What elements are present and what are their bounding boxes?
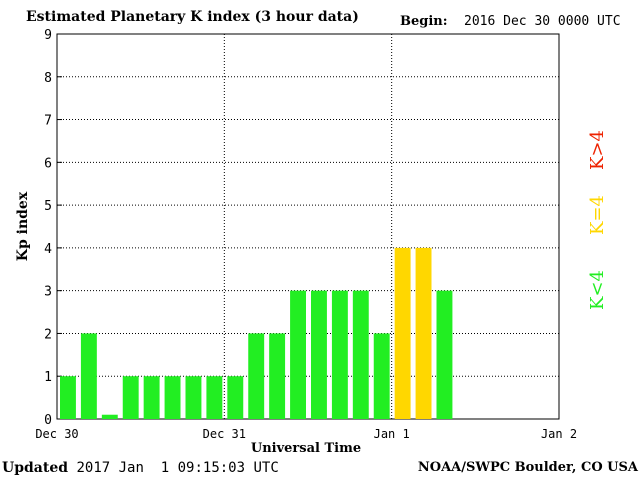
y-tick-label: 3: [44, 285, 52, 300]
updated-stamp: Updated 2017 Jan 1 09:15:03 UTC: [2, 460, 279, 476]
kp-bar: [269, 333, 286, 419]
kp-bar: [227, 376, 244, 419]
begin-label: Begin:: [400, 14, 448, 29]
y-tick-label: 4: [44, 242, 52, 257]
kp-bar: [373, 333, 390, 419]
updated-label: Updated: [2, 460, 69, 476]
y-tick-label: 7: [44, 114, 52, 129]
kp-bar: [206, 376, 223, 419]
chart-title: Estimated Planetary K index (3 hour data…: [26, 9, 359, 25]
kp-bar: [143, 376, 160, 419]
y-tick-label: 8: [44, 71, 52, 86]
x-tick-label: Jan 2: [541, 427, 577, 441]
kp-bar: [290, 290, 306, 419]
kp-bar: [185, 376, 202, 419]
y-tick-label: 1: [44, 370, 52, 385]
credit-text: NOAA/SWPC Boulder, CO USA: [417, 460, 638, 475]
legend-k-equal-4: K=4: [587, 195, 608, 235]
kp-bar: [164, 376, 181, 419]
begin-value: 2016 Dec 30 0000 UTC: [464, 14, 621, 29]
updated-value: 2017 Jan 1 09:15:03 UTC: [76, 460, 279, 476]
x-axis-label: Universal Time: [251, 441, 361, 456]
x-tick-label: Dec 31: [203, 427, 246, 441]
kp-bar: [436, 290, 453, 419]
legend-k-above-4: K>4: [587, 130, 608, 170]
kp-bar: [122, 376, 139, 419]
kp-bar: [352, 290, 369, 419]
y-axis-label: Kp index: [15, 191, 31, 261]
legend-k-below-4: K<4: [587, 270, 608, 310]
kp-bar: [80, 333, 97, 419]
kp-bar: [248, 333, 265, 419]
kp-bar: [311, 290, 327, 419]
kp-bar: [60, 376, 76, 419]
y-tick-label: 5: [44, 199, 52, 214]
kp-bar: [101, 414, 118, 419]
x-tick-label: Dec 30: [35, 427, 78, 441]
y-tick-label: 2: [44, 327, 52, 342]
y-tick-label: 6: [44, 156, 52, 171]
x-tick-label: Jan 1: [374, 427, 410, 441]
kp-bar: [394, 247, 411, 419]
plot-frame: [56, 33, 560, 420]
y-tick-label: 0: [44, 413, 52, 428]
kp-bar: [331, 290, 348, 419]
kp-bar: [415, 247, 432, 419]
y-tick-label: 9: [44, 28, 52, 43]
